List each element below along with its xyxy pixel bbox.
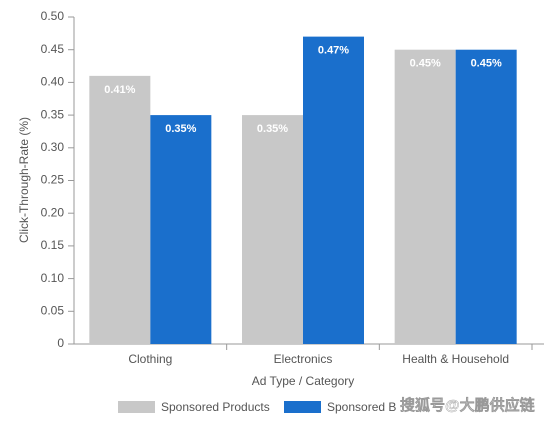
y-tick-label: 0.45 (41, 42, 65, 56)
legend-label: Sponsored Products (161, 400, 270, 414)
y-tick-label: 0.50 (41, 9, 65, 23)
y-axis-label: Click-Through-Rate (%) (17, 117, 31, 243)
x-tick-label: Clothing (128, 352, 172, 366)
value-label: 0.47% (318, 45, 349, 57)
x-tick-label: Health & Household (402, 352, 509, 366)
y-tick-label: 0 (57, 336, 64, 350)
legend-swatch (118, 401, 155, 413)
x-tick-label: Electronics (274, 352, 333, 366)
bar (394, 49, 456, 344)
legend-label: Sponsored B (327, 400, 396, 414)
bar (242, 115, 303, 344)
x-axis-label: Ad Type / Category (252, 374, 355, 388)
y-tick-label: 0.10 (41, 271, 65, 285)
bar (150, 115, 212, 344)
y-tick-label: 0.35 (41, 107, 65, 121)
bar (89, 75, 151, 345)
y-tick-label: 0.25 (41, 173, 65, 187)
legend-swatch (284, 401, 321, 413)
value-label: 0.41% (104, 84, 135, 96)
y-tick-label: 0.40 (41, 75, 65, 89)
value-label: 0.35% (165, 123, 196, 135)
bar (455, 49, 517, 344)
value-label: 0.45% (410, 58, 441, 70)
value-label: 0.35% (257, 123, 288, 135)
bar (303, 36, 364, 345)
watermark: 搜狐号@大鹏供应链 (400, 396, 536, 414)
y-tick-label: 0.05 (41, 303, 65, 317)
value-label: 0.45% (471, 58, 502, 70)
y-tick-label: 0.15 (41, 238, 65, 252)
y-tick-label: 0.30 (41, 140, 65, 154)
y-tick-label: 0.20 (41, 205, 65, 219)
